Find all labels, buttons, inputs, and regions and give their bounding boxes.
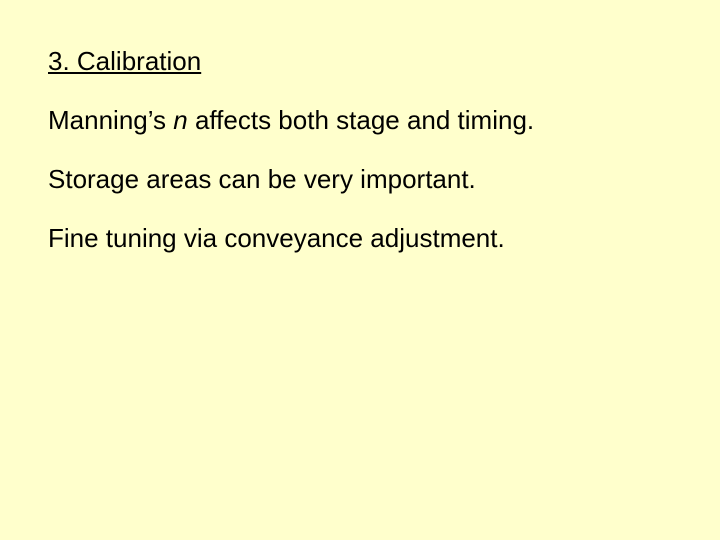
line1-italic-n: n (173, 105, 187, 135)
line1-pre: Manning’s (48, 105, 173, 135)
body-line-1: Manning’s n affects both stage and timin… (48, 105, 672, 136)
body-line-3: Fine tuning via conveyance adjustment. (48, 223, 672, 254)
slide: 3. Calibration Manning’s n affects both … (0, 0, 720, 540)
body-line-2: Storage areas can be very important. (48, 164, 672, 195)
line1-post: affects both stage and timing. (188, 105, 534, 135)
slide-heading: 3. Calibration (48, 46, 672, 77)
